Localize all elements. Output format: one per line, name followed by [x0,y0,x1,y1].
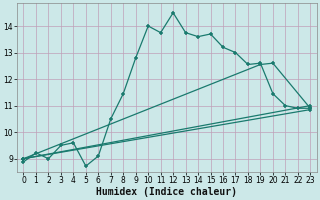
X-axis label: Humidex (Indice chaleur): Humidex (Indice chaleur) [96,186,237,197]
